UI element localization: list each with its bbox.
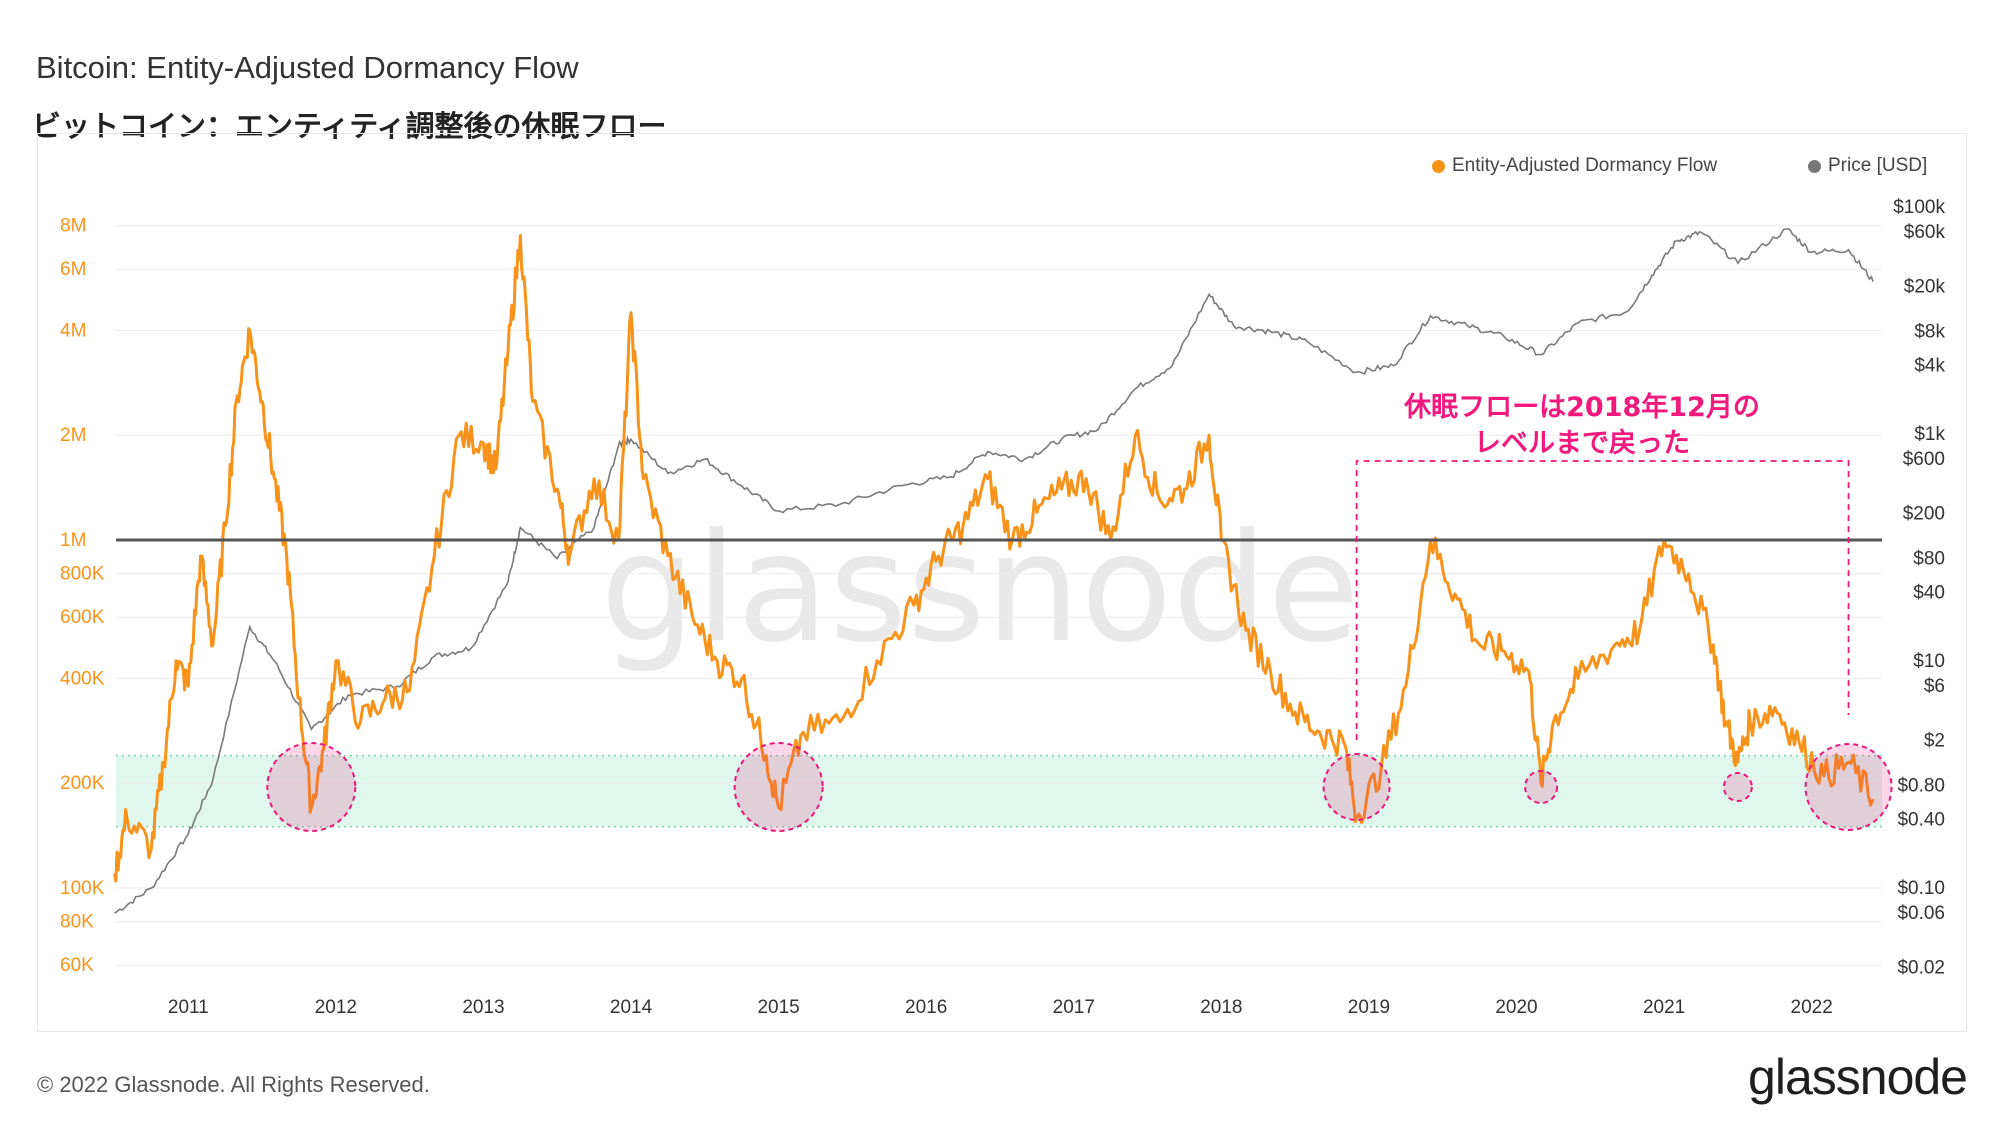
x-tick-label: 2020 — [1495, 997, 1537, 1018]
y-right-tick-label: $8k — [1914, 321, 1945, 342]
chart-panel — [37, 133, 1967, 1032]
x-tick-label: 2011 — [168, 997, 209, 1018]
y-right-tick-label: $1k — [1914, 424, 1945, 445]
y-right-tick-label: $0.06 — [1897, 903, 1945, 924]
y-left-tick-label: 8M — [60, 216, 86, 237]
x-tick-label: 2019 — [1348, 997, 1390, 1018]
dormancy-flow-line — [113, 234, 1875, 883]
y-right-tick-label: $60k — [1904, 222, 1946, 243]
y-left-tick-label: 80K — [60, 912, 94, 933]
highlight-circle — [733, 742, 824, 832]
legend-label-price: Price [USD] — [1828, 155, 1928, 176]
x-tick-label: 2016 — [905, 997, 947, 1018]
x-tick-label: 2017 — [1053, 997, 1095, 1018]
y-left-tick-label: 100K — [60, 878, 105, 899]
y-left-tick-label: 6M — [60, 259, 86, 280]
y-right-tick-label: $0.10 — [1897, 878, 1945, 899]
chart-subtitle: ビットコイン：エンティティ調整後の休眠フロー — [32, 109, 667, 143]
y-left-tick-label: 600K — [60, 607, 105, 628]
y-left-tick-label: 800K — [60, 564, 105, 585]
annotation-layer: 休眠フローは2018年12月の レベルまで戻った — [1403, 391, 1760, 459]
y-left-tick-label: 200K — [60, 773, 105, 794]
highlight-circle — [1322, 753, 1391, 821]
annotation-line-1: 休眠フローは2018年12月の — [1403, 391, 1760, 423]
highlight-circle — [266, 742, 357, 832]
y-right-tick-label: $6 — [1924, 676, 1945, 697]
x-tick-label: 2012 — [315, 997, 357, 1018]
y-left-tick-label: 1M — [60, 530, 86, 551]
axes-layer: 8M 6M 4M 2M 1M 800K 600K 400K 200K 100K 80K 60K $100… — [60, 197, 1945, 1018]
y-right-tick-label: $80 — [1913, 548, 1945, 569]
chart-title: Bitcoin: Entity-Adjusted Dormancy Flow — [36, 50, 579, 85]
y-right-tick-label: $10 — [1913, 651, 1945, 672]
glassnode-logo: glassnode — [1748, 1049, 1968, 1105]
y-left-tick-label: 400K — [60, 668, 105, 689]
y-right-tick-label: $0.80 — [1897, 775, 1945, 796]
x-tick-label: 2021 — [1643, 997, 1685, 1018]
green-band — [116, 755, 1882, 827]
y-right-tick-label: $4k — [1914, 356, 1945, 377]
band-layer — [116, 754, 1882, 828]
y-right-tick-label: $2 — [1924, 730, 1945, 751]
legend-label-dormancy: Entity-Adjusted Dormancy Flow — [1452, 155, 1718, 176]
annotation-line-2: レベルまで戻った — [1474, 428, 1690, 459]
y-right-tick-label: $100k — [1893, 197, 1945, 218]
legend-dot-price-icon — [1808, 159, 1821, 173]
legend-item-dormancy[interactable]: Entity-Adjusted Dormancy Flow — [1432, 155, 1717, 177]
dormancy-layer — [113, 234, 1875, 883]
x-tick-label: 2015 — [757, 997, 799, 1018]
watermark: glassnode — [600, 502, 1359, 676]
highlight-circle — [1524, 770, 1559, 804]
comparison-bracket — [1355, 460, 1850, 740]
x-tick-label: 2013 — [462, 997, 504, 1018]
y-right-tick-label: $0.02 — [1897, 957, 1945, 978]
y-right-tick-label: $200 — [1903, 503, 1945, 524]
y-right-tick-label: $0.40 — [1897, 810, 1945, 831]
copyright-footer: © 2022 Glassnode. All Rights Reserved. — [37, 1072, 430, 1097]
x-tick-label: 2014 — [610, 997, 653, 1018]
y-left-tick-label: 2M — [60, 425, 86, 446]
x-tick-label: 2018 — [1200, 997, 1242, 1018]
y-right-tick-label: $600 — [1903, 449, 1945, 470]
legend-item-price[interactable]: Price [USD] — [1808, 155, 1927, 177]
y-right-tick-label: $40 — [1913, 583, 1945, 604]
y-left-tick-label: 60K — [60, 955, 94, 976]
highlight-circle — [1804, 743, 1893, 831]
x-tick-label: 2022 — [1791, 997, 1833, 1018]
legend-dot-dormancy-icon — [1432, 159, 1445, 173]
y-right-tick-label: $20k — [1904, 276, 1946, 297]
highlight-layer — [266, 460, 1893, 832]
y-left-tick-label: 4M — [60, 320, 86, 341]
highlight-circle — [1722, 772, 1753, 802]
